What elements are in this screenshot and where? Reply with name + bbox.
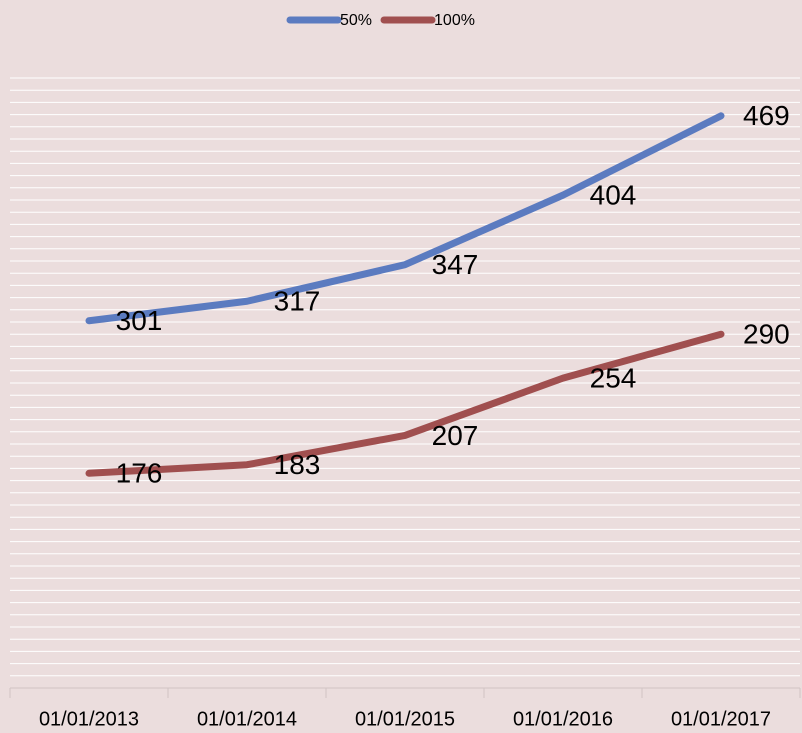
series-line (85, 330, 725, 477)
x-tick-label: 01/01/2014 (197, 708, 297, 730)
data-label: 404 (590, 180, 637, 211)
x-tick-label: 01/01/2017 (671, 708, 771, 730)
data-label: 469 (743, 100, 790, 131)
data-label: 317 (274, 286, 321, 317)
data-label: 254 (590, 363, 637, 394)
data-label: 176 (116, 458, 163, 489)
x-tick-label: 01/01/2016 (513, 708, 613, 730)
data-label: 347 (432, 249, 479, 280)
data-label: 290 (743, 319, 790, 350)
legend-label: 50% (340, 12, 372, 29)
data-label: 183 (274, 449, 321, 480)
data-label: 301 (116, 305, 163, 336)
x-tick-label: 01/01/2013 (39, 708, 139, 730)
data-label: 207 (432, 420, 479, 451)
series-line (85, 112, 725, 325)
x-tick-label: 01/01/2015 (355, 708, 455, 730)
legend-label: 100% (434, 12, 475, 29)
